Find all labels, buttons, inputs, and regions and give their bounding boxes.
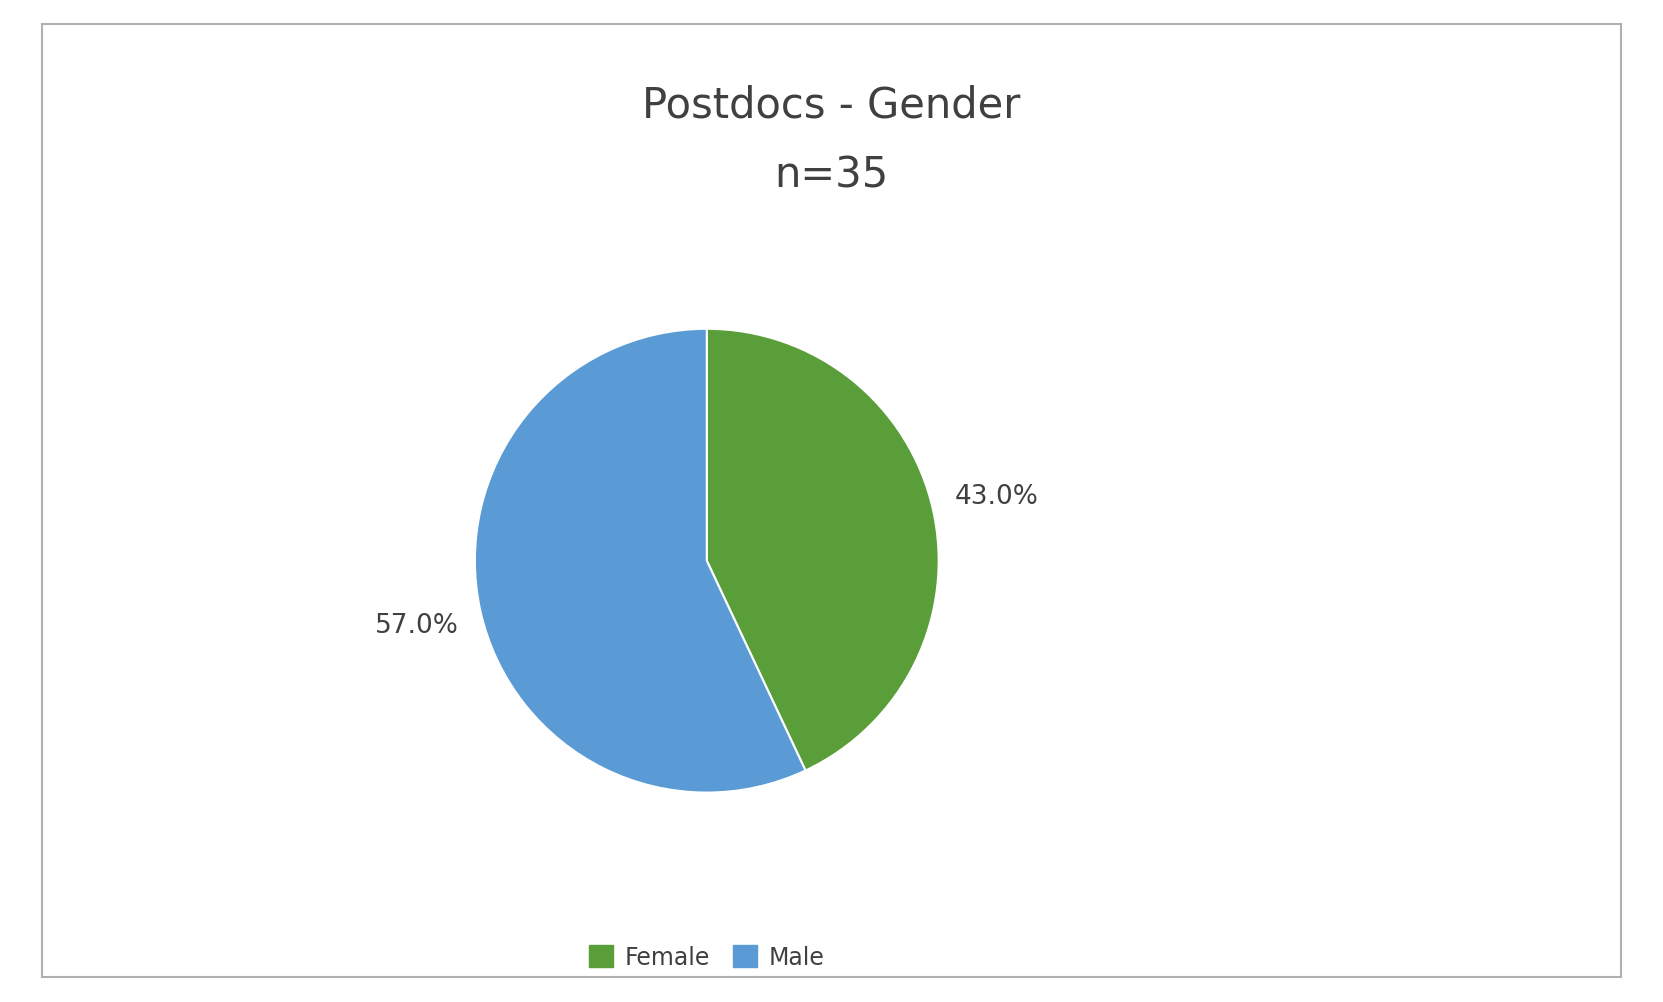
Text: 57.0%: 57.0%	[376, 613, 459, 639]
Text: 43.0%: 43.0%	[955, 483, 1038, 509]
Wedge shape	[707, 330, 938, 771]
Wedge shape	[476, 330, 805, 793]
Legend: Female, Male: Female, Male	[579, 936, 835, 979]
Text: Postdocs - Gender: Postdocs - Gender	[642, 84, 1021, 126]
Text: n=35: n=35	[775, 154, 888, 196]
